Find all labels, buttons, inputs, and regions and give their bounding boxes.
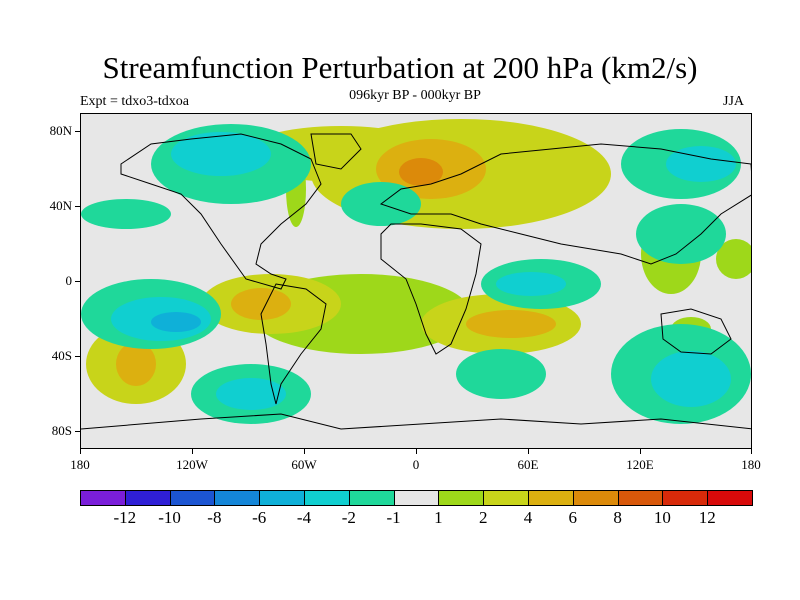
anomaly-south-america-core (231, 288, 291, 320)
x-tick-label: 120E (626, 457, 654, 472)
x-tick-mark (528, 449, 529, 454)
eurasia-coast (379, 143, 751, 265)
colorbar-label: 12 (698, 508, 716, 527)
anomaly-canada (171, 132, 271, 176)
anomaly-east-asia (636, 204, 726, 264)
south-america-coast (260, 283, 327, 405)
colorbar-swatch (572, 490, 619, 506)
streamfunction-field (81, 114, 751, 448)
colorbar-swatch (80, 490, 126, 506)
anomaly-southern-ocean-west-core (216, 378, 286, 410)
colorbar-swatch (617, 490, 664, 506)
north-america-coast (120, 133, 322, 290)
y-tick-mark (75, 356, 80, 357)
map-title: Streamfunction Perturbation at 200 hPa (… (102, 50, 698, 85)
x-tick-label: 60W (291, 457, 317, 472)
x-tick-mark (304, 449, 305, 454)
colorbar-label: 4 (523, 508, 533, 527)
africa-coast (380, 223, 482, 355)
y-tick-label: 80N (49, 123, 72, 138)
colorbar-label: -12 (113, 508, 137, 527)
y-tick-mark (75, 431, 80, 432)
colorbar-swatch (483, 490, 529, 506)
anomaly-indian-core (466, 310, 556, 338)
colorbar-swatch (259, 490, 305, 506)
colorbar-swatch (304, 490, 350, 506)
x-tick-mark (751, 449, 752, 454)
colorbar-label: -4 (296, 508, 312, 527)
y-tick-mark (75, 206, 80, 207)
y-tick-label: 40S (51, 348, 72, 363)
colorbar-swatch (707, 490, 753, 506)
x-tick-label: 180 (70, 457, 90, 472)
colorbar-swatch (438, 490, 485, 506)
colorbar (80, 490, 753, 506)
anomaly-southern-ocean-indian (456, 349, 546, 399)
colorbar-swatch (393, 490, 440, 506)
y-tick-label: 40N (49, 198, 72, 213)
x-tick-mark (416, 449, 417, 454)
anomaly-tropical-indian-core (496, 272, 566, 296)
antarctica-coast (81, 413, 751, 430)
coastlines (81, 133, 751, 430)
colorbar-label: 6 (568, 508, 578, 527)
anomaly-southern-ocean-east-core (651, 351, 731, 407)
anomaly-east-edge (716, 239, 751, 279)
colorbar-label: 2 (478, 508, 488, 527)
anomaly-tropical-pacific-core (151, 312, 201, 332)
experiment-label: Expt = tdxo3-tdxoa (80, 94, 189, 109)
colorbar-label: 1 (434, 508, 443, 527)
y-tick-label: 80S (51, 423, 72, 438)
colorbar-label: 10 (653, 508, 671, 527)
x-tick-mark (80, 449, 81, 454)
greenland-coast (310, 133, 362, 170)
australia-coast (660, 308, 732, 355)
x-tick-label: 60E (517, 457, 539, 472)
anomaly-south-pacific-core (116, 342, 156, 386)
colorbar-label: -8 (207, 508, 222, 527)
map-panel (80, 113, 752, 449)
y-tick-label: 0 (65, 273, 73, 288)
colorbar-swatch (169, 490, 216, 506)
colorbar-swatch (214, 490, 261, 506)
colorbar-label: -10 (158, 508, 181, 527)
x-tick-label: 0 (412, 457, 420, 472)
anomaly-north-pacific (81, 199, 171, 229)
x-tick-mark (192, 449, 193, 454)
colorbar-swatch (662, 490, 709, 506)
colorbar-label: -2 (341, 508, 356, 527)
x-tick-mark (640, 449, 641, 454)
map-subtitle: 096kyr BP - 000kyr BP (349, 88, 481, 103)
colorbar-swatch (348, 490, 395, 506)
colorbar-label: -1 (386, 508, 401, 527)
negative-anomalies (81, 124, 751, 424)
colorbar-label: -6 (252, 508, 267, 527)
y-tick-mark (75, 131, 80, 132)
colorbar-swatch (124, 490, 171, 506)
colorbar-label: 8 (613, 508, 622, 527)
x-tick-label: 120W (176, 457, 208, 472)
x-tick-label: 180 (741, 457, 761, 472)
anomaly-scandinavia-core (399, 158, 443, 186)
season-label: JJA (723, 94, 745, 109)
anomaly-siberia-core (666, 146, 736, 182)
colorbar-swatch (528, 490, 574, 506)
y-tick-mark (75, 281, 80, 282)
